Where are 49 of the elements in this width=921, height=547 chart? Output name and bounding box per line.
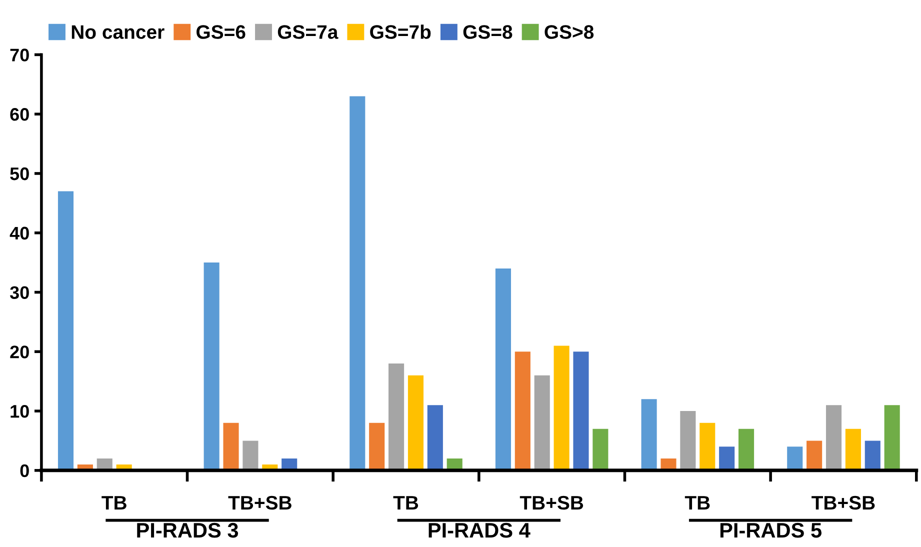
legend-label: No cancer <box>72 25 164 39</box>
legend-label: GS=8 <box>463 25 512 39</box>
legend-label: GS=7a <box>278 25 338 39</box>
bar <box>350 96 366 470</box>
bar <box>514 352 530 470</box>
y-tick-label: 50 <box>10 167 29 180</box>
bar <box>826 405 842 470</box>
bar <box>700 422 716 470</box>
y-tick-label: 10 <box>10 404 29 418</box>
bar <box>592 428 608 470</box>
bar <box>845 428 861 470</box>
bar <box>242 440 258 470</box>
bar <box>680 411 696 470</box>
text: PI-RADS 4 <box>428 522 530 538</box>
text: PI-RADS 3 <box>137 522 238 538</box>
bar <box>864 440 880 470</box>
y-tick-label: 60 <box>10 108 29 121</box>
bar <box>223 422 239 470</box>
bar <box>573 352 589 470</box>
y-tick-label: 40 <box>10 226 29 240</box>
y-tick-label: 20 <box>10 346 29 358</box>
bar <box>388 364 404 470</box>
x-tick-label: TB+SB <box>812 496 875 510</box>
bar <box>787 446 803 470</box>
x-tick-label: TB <box>102 496 126 510</box>
bar <box>641 399 657 470</box>
bar <box>408 375 424 470</box>
bar <box>369 422 385 470</box>
y-tick-label: 70 <box>10 48 29 62</box>
y-tick-label: 0 <box>20 464 29 478</box>
text: PI-RADS 5 <box>720 522 822 538</box>
legend-label: GS=7b <box>370 24 431 39</box>
y-tick-label: 30 <box>10 286 29 299</box>
bar <box>427 405 443 470</box>
bar <box>58 191 74 470</box>
bar <box>884 405 900 470</box>
bar <box>554 346 570 470</box>
bar <box>204 262 220 470</box>
bar <box>495 268 511 470</box>
bar <box>806 440 822 470</box>
x-tick-label: TB <box>393 496 418 510</box>
legend-label: GS>8 <box>544 25 594 39</box>
x-tick-label: TB <box>684 496 710 510</box>
legend-label: GS=6 <box>196 25 246 39</box>
bar <box>738 428 754 470</box>
bar <box>719 446 735 470</box>
bar <box>534 375 550 470</box>
x-tick-label: TB+SB <box>228 496 292 510</box>
x-tick-label: TB+SB <box>520 496 584 510</box>
